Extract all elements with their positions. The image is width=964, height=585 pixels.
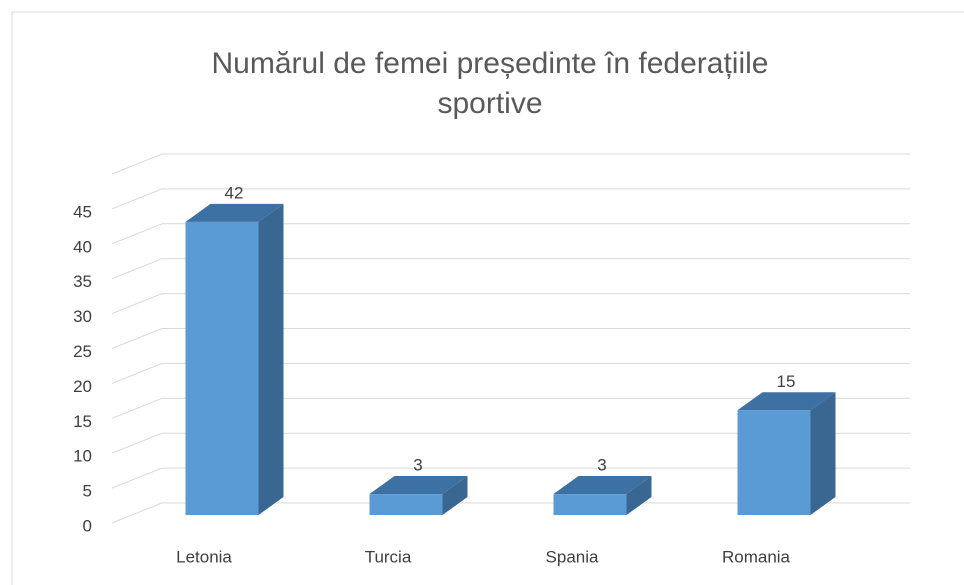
grid-line [111,467,163,489]
value-label: 3 [413,456,422,475]
bar-side [626,476,652,515]
y-tick-label: 40 [73,237,92,256]
y-tick-label: 45 [73,202,92,221]
value-label: 42 [225,183,244,202]
bar-side [258,203,284,515]
y-tick-label: 0 [83,516,92,535]
bar-top [185,203,284,222]
x-tick-label: Turcia [365,547,412,566]
bar [369,494,443,515]
x-tick-label: Romania [722,547,791,566]
grid-line [111,293,163,315]
y-tick-label: 30 [73,307,92,326]
bar [185,221,259,515]
value-label: 3 [597,456,606,475]
grid-line [111,223,163,245]
bar [737,410,811,515]
y-tick-label: 25 [73,342,92,361]
grid-line [111,153,163,175]
x-tick-label: Letonia [176,547,232,566]
bar-top [553,476,652,495]
y-tick-label: 20 [73,377,92,396]
grid-line [111,258,163,280]
grid-line [111,432,163,454]
x-tick-label: Spania [546,547,599,566]
y-tick-label: 35 [73,272,92,291]
y-tick-label: 15 [73,412,92,431]
grid-line [111,188,163,210]
grid-line [111,328,163,349]
bar-side [442,476,468,515]
grid-line [111,502,163,524]
value-label: 15 [777,372,796,391]
chart-title: Numărul de femei președinte în federații… [212,47,769,120]
bar-side [810,392,836,515]
bar [553,494,627,515]
y-tick-label: 5 [83,482,92,501]
grid-line [111,397,163,419]
bar-top [737,392,836,411]
y-tick-label: 10 [73,447,92,466]
bar-top [369,476,468,495]
grid-line [111,362,163,384]
